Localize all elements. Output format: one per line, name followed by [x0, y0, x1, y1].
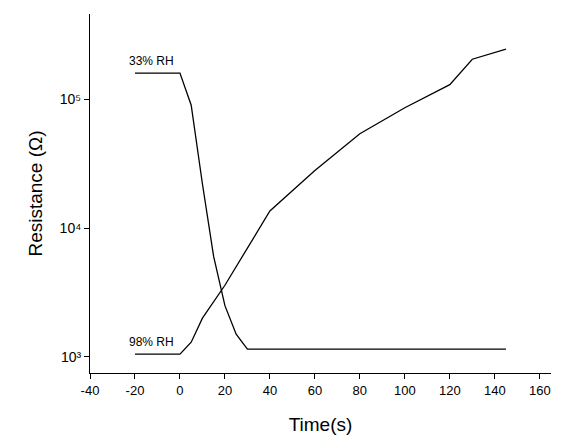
svg-text:20: 20 [218, 383, 232, 398]
svg-text:120: 120 [439, 383, 461, 398]
svg-text:40: 40 [263, 383, 277, 398]
svg-text:33% RH: 33% RH [129, 54, 174, 68]
svg-text:60: 60 [308, 383, 322, 398]
svg-text:10⁵: 10⁵ [60, 91, 81, 107]
svg-text:100: 100 [394, 383, 416, 398]
svg-text:Resistance (Ω): Resistance (Ω) [25, 130, 46, 256]
svg-text:160: 160 [529, 383, 551, 398]
svg-text:Time(s): Time(s) [289, 414, 353, 435]
svg-text:140: 140 [484, 383, 506, 398]
svg-text:10⁴: 10⁴ [60, 220, 82, 236]
svg-text:-20: -20 [126, 383, 145, 398]
svg-text:10³: 10³ [61, 349, 82, 365]
svg-text:98% RH: 98% RH [129, 335, 174, 349]
svg-text:0: 0 [176, 383, 183, 398]
svg-text:80: 80 [353, 383, 367, 398]
svg-text:-40: -40 [81, 383, 100, 398]
